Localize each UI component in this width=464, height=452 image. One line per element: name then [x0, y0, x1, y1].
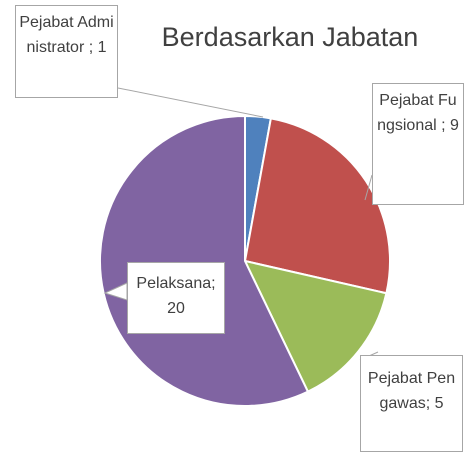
- chart-title: Berdasarkan Jabatan: [161, 22, 419, 52]
- data-label: Pelaksana; 20: [127, 262, 225, 334]
- pie-slice: [243, 117, 391, 295]
- data-label: Pejabat Fungsional ; 9: [372, 83, 464, 205]
- leader-line: [117, 87, 264, 118]
- data-label: Pejabat Pengawas; 5: [360, 355, 463, 452]
- leader-line: [364, 174, 373, 201]
- data-label: Pejabat Administrator ; 1: [15, 5, 118, 98]
- pie-slice: [243, 259, 388, 393]
- slices: [99, 114, 391, 407]
